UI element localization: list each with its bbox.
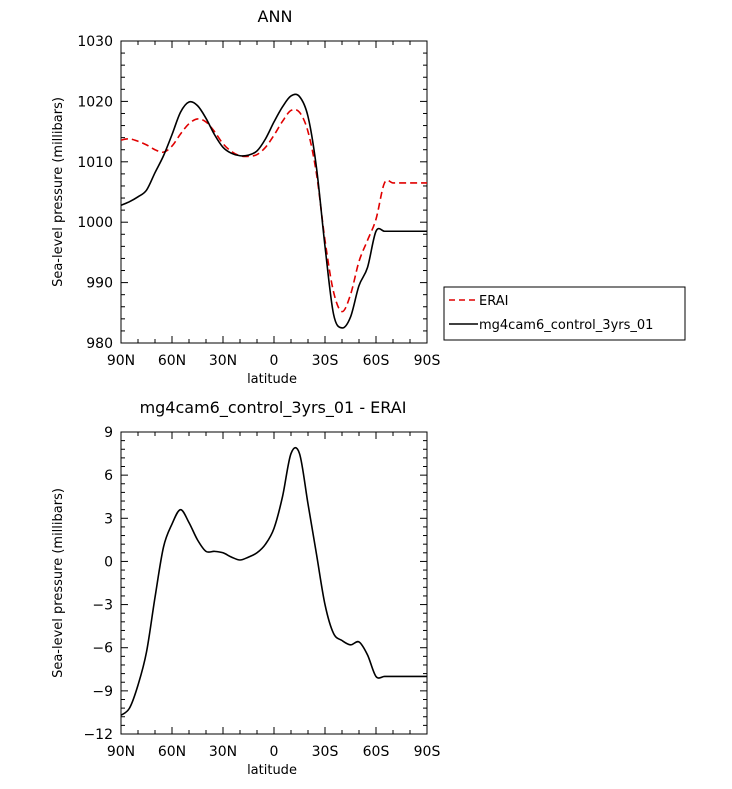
y-tick-label: 1000 [77,215,113,231]
legend: ERAI mg4cam6_control_3yrs_01 [443,286,686,341]
y-tick-labels: −12 −9 −6 −3 0 3 6 9 [83,425,113,743]
series-line-difference [121,446,427,716]
x-tick-label: 90S [414,353,441,369]
chart-title: mg4cam6_control_3yrs_01 - ERAI [140,398,407,418]
series-line-erai [121,108,427,313]
y-tick-label: 6 [104,468,113,484]
y-tick-label: −12 [83,727,113,743]
legend-label-erai: ERAI [479,294,508,309]
top-chart: ANN 980 990 1000 1010 1020 1030 90N 60N 30N 0 30S… [51,7,686,387]
y-tick-label: −6 [92,641,113,657]
x-tick-label: 90N [107,744,135,760]
y-axis-label: Sea-level pressure (millibars) [51,97,66,287]
y-tick-label: 3 [104,511,113,527]
y-tick-label: 1030 [77,34,113,50]
series-lines [121,93,427,329]
y-tick-labels: 980 990 1000 1010 1020 1030 [77,34,113,352]
x-tick-label: 30N [209,744,237,760]
series-lines [121,446,427,716]
legend-label-model: mg4cam6_control_3yrs_01 [479,318,653,333]
x-tick-label: 30S [312,744,339,760]
y-tick-label: 980 [86,336,113,352]
x-tick-label: 30S [312,353,339,369]
y-tick-label: 1010 [77,155,113,171]
y-tick-label: 0 [104,554,113,570]
legend-box [443,286,686,341]
chart-title: ANN [258,7,293,26]
x-tick-label: 60S [363,353,390,369]
bottom-chart: mg4cam6_control_3yrs_01 - ERAI −12 −9 −6 −3… [51,398,440,778]
y-tick-label: −3 [92,598,113,614]
x-axis-label: latitude [247,763,297,778]
x-tick-label: 30N [209,353,237,369]
tick-marks [120,431,428,735]
tick-marks [120,40,428,344]
y-tick-label: 9 [104,425,113,441]
x-tick-label: 90S [414,744,441,760]
x-tick-labels: 90N 60N 30N 0 30S 60S 90S [107,744,441,760]
y-tick-label: 1020 [77,94,113,110]
series-line-mg4cam6-control-3yrs-01 [121,93,427,329]
x-tick-label: 0 [270,353,279,369]
x-axis-label: latitude [247,372,297,387]
x-tick-label: 60N [158,744,186,760]
y-tick-label: 990 [86,276,113,292]
x-tick-label: 90N [107,353,135,369]
x-tick-labels: 90N 60N 30N 0 30S 60S 90S [107,353,441,369]
x-tick-label: 60S [363,744,390,760]
y-tick-label: −9 [92,684,113,700]
plot-frame [120,431,428,735]
x-tick-label: 60N [158,353,186,369]
y-axis-label: Sea-level pressure (millibars) [51,488,66,678]
x-tick-label: 0 [270,744,279,760]
